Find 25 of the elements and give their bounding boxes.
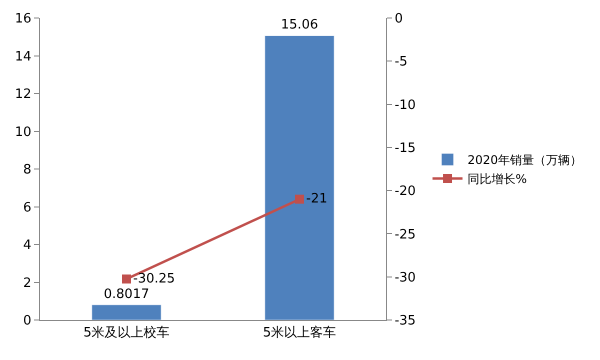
y2-tick-label: -30 <box>394 270 416 286</box>
y-tick-label: 12 <box>14 87 32 102</box>
y-tick-label: 10 <box>14 124 32 140</box>
data-label: -21 <box>306 191 328 206</box>
y-tick-label: 6 <box>23 200 32 216</box>
legend-label: 同比增长% <box>468 172 527 186</box>
y-tick-label: 8 <box>23 162 32 178</box>
y-tick-label: 4 <box>23 238 32 254</box>
x-tick-label: 5米及以上校车 <box>83 326 170 341</box>
data-label: 0.8017 <box>104 286 150 302</box>
data-label: 15.06 <box>280 18 318 33</box>
y2-tick-label: -10 <box>394 98 416 113</box>
y2-tick-label: -15 <box>394 140 416 156</box>
x-tick-label: 5米以上客车 <box>262 324 336 341</box>
y2-tick-label: 0 <box>394 12 403 27</box>
y2-tick-label: -20 <box>394 184 416 200</box>
y2-tick-label: -35 <box>394 314 416 329</box>
y-tick-label: 0 <box>23 314 32 329</box>
y-tick-label: 2 <box>23 276 32 291</box>
data-label: -30.25 <box>133 271 176 286</box>
y-tick-label: 16 <box>14 12 32 27</box>
y2-tick-label: -5 <box>394 54 408 70</box>
y2-tick-label: -25 <box>394 227 416 242</box>
legend-label: 2020年销量（万辆） <box>468 153 582 168</box>
y-tick-label: 14 <box>14 49 32 64</box>
